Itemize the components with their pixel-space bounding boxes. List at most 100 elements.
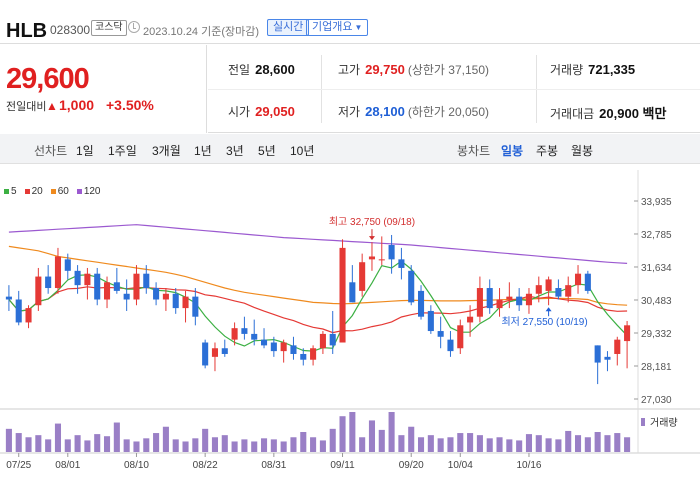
candle-body: [35, 276, 42, 306]
realtime-button[interactable]: 실시간: [267, 19, 310, 36]
candle-daily-tab[interactable]: 일봉: [501, 144, 524, 158]
candle-monthly-tab[interactable]: 월봉: [571, 144, 594, 158]
x-tick-label: 07/25: [6, 460, 31, 471]
volume-bar: [211, 437, 219, 452]
volume-bar: [398, 435, 405, 452]
candle-body: [555, 288, 562, 297]
volume-bar: [241, 439, 248, 452]
candle-body: [624, 325, 631, 342]
stat-value: 29,050: [255, 104, 295, 119]
volume-bar: [25, 437, 32, 452]
stat-amount: 거래대금 20,900 백만: [550, 103, 666, 122]
volume-bar: [525, 434, 533, 452]
volume-bar: [368, 420, 376, 452]
volume-bar: [417, 437, 425, 452]
quote-date-value: 2023.10.24: [143, 26, 199, 38]
period-3m[interactable]: 3개월: [152, 144, 181, 158]
y-tick-label: 30,483: [641, 296, 672, 307]
volume-bar: [221, 435, 228, 452]
volume-bar: [516, 440, 523, 452]
volume-bar: [133, 441, 140, 452]
legend-swatch: [4, 189, 9, 194]
x-tick-label: 10/04: [448, 460, 473, 471]
upper-limit: (상한가 37,150): [407, 63, 490, 77]
volume-bar: [427, 435, 434, 452]
x-tick-label: 08/10: [124, 460, 149, 471]
candle-body: [260, 339, 268, 346]
volume-bar: [349, 412, 356, 452]
volume-bar: [143, 438, 150, 452]
volume-bar: [310, 437, 317, 452]
volume-bar: [378, 429, 385, 452]
volume-bar: [467, 433, 474, 452]
stat-value: 20,900 백만: [599, 106, 667, 121]
candle-body: [408, 270, 415, 303]
volume-bar: [496, 437, 503, 452]
candle-body: [15, 299, 22, 323]
volume-bar: [408, 426, 415, 452]
volume-bar: [457, 433, 464, 452]
high-arrow-icon: [368, 236, 375, 241]
volume-bar: [5, 428, 12, 452]
volume-bar: [555, 439, 562, 452]
candle-body: [270, 342, 277, 352]
volume-bar: [192, 438, 199, 452]
period-1w[interactable]: 1주일: [108, 144, 137, 158]
period-3y[interactable]: 3년: [226, 144, 244, 158]
candle-body: [594, 345, 601, 363]
candle-body: [54, 256, 62, 289]
volume-bar: [388, 412, 395, 452]
change-percent: +3.50%: [106, 97, 154, 113]
volume-bar: [123, 439, 130, 452]
candle-body: [221, 348, 228, 354]
chart-toolbar: 선차트 1일 1주일 3개월 1년 3년 5년 10년 봉차트 일봉 주봉 월봉: [0, 134, 700, 164]
volume-bar: [329, 428, 336, 452]
stat-label: 거래량: [550, 63, 584, 77]
candle-body: [25, 308, 32, 323]
market-badge: 코스닥: [91, 20, 127, 36]
volume-bar: [319, 440, 326, 452]
volume-bar: [202, 428, 209, 452]
period-10y[interactable]: 10년: [290, 144, 315, 158]
candle-body: [378, 259, 385, 261]
y-tick-label: 27,030: [641, 395, 672, 406]
volume-bar: [476, 435, 483, 452]
volume-bar: [260, 438, 268, 452]
volume-bar: [300, 432, 307, 452]
period-5y[interactable]: 5년: [258, 144, 276, 158]
x-tick-label: 09/20: [399, 460, 424, 471]
current-price-panel: 29,600 전일대비 ▲ 1,000 +3.50%: [0, 45, 207, 133]
volume-legend: 거래량: [650, 417, 678, 429]
legend-swatch: [50, 189, 56, 194]
stat-label: 저가: [338, 105, 361, 119]
volume-bar: [64, 439, 71, 452]
period-1d[interactable]: 1일: [76, 144, 94, 158]
candle-body: [506, 296, 513, 300]
stat-value: 28,100: [365, 104, 405, 119]
y-tick-label: 29,332: [641, 329, 672, 340]
current-price: 29,600: [6, 63, 90, 95]
candle-body: [153, 288, 160, 300]
candle-body: [614, 339, 621, 354]
candle-body: [574, 273, 582, 286]
candle-body: [457, 325, 464, 349]
candle-weekly-tab[interactable]: 주봉: [536, 144, 559, 158]
candle-body: [339, 247, 346, 343]
candle-body: [241, 328, 248, 334]
candle-body: [231, 328, 238, 340]
candle-body: [5, 296, 12, 300]
volume-bar: [172, 439, 179, 452]
volume-bar: [574, 435, 582, 452]
legend-swatch: [76, 189, 82, 194]
stat-volume: 거래량 721,335: [550, 61, 635, 78]
stat-low: 저가 28,100 (하한가 20,050): [338, 103, 489, 120]
candle-body: [123, 293, 130, 300]
volume-bar: [624, 437, 631, 452]
company-overview-dropdown[interactable]: 기업개요 ▼: [306, 19, 369, 36]
period-1y[interactable]: 1년: [194, 144, 212, 158]
candle-body: [300, 353, 307, 360]
clock-icon: [128, 21, 140, 33]
candle-body: [486, 288, 493, 309]
company-overview-label: 기업개요: [312, 21, 353, 33]
